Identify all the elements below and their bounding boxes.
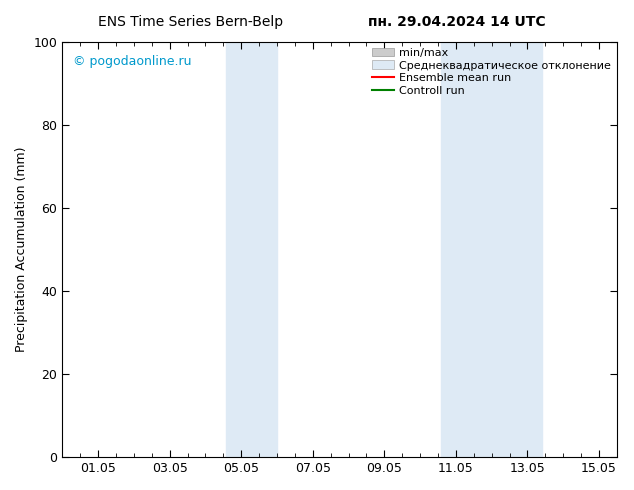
Text: пн. 29.04.2024 14 UTC: пн. 29.04.2024 14 UTC: [368, 15, 545, 29]
Bar: [226, 42, 277, 457]
Y-axis label: Precipitation Accumulation (mm): Precipitation Accumulation (mm): [15, 147, 28, 352]
Legend: min/max, Среднеквадратическое отклонение, Ensemble mean run, Controll run: min/max, Среднеквадратическое отклонение…: [370, 46, 614, 98]
Text: ENS Time Series Bern-Belp: ENS Time Series Bern-Belp: [98, 15, 283, 29]
Bar: [441, 42, 542, 457]
Text: © pogodaonline.ru: © pogodaonline.ru: [74, 54, 192, 68]
